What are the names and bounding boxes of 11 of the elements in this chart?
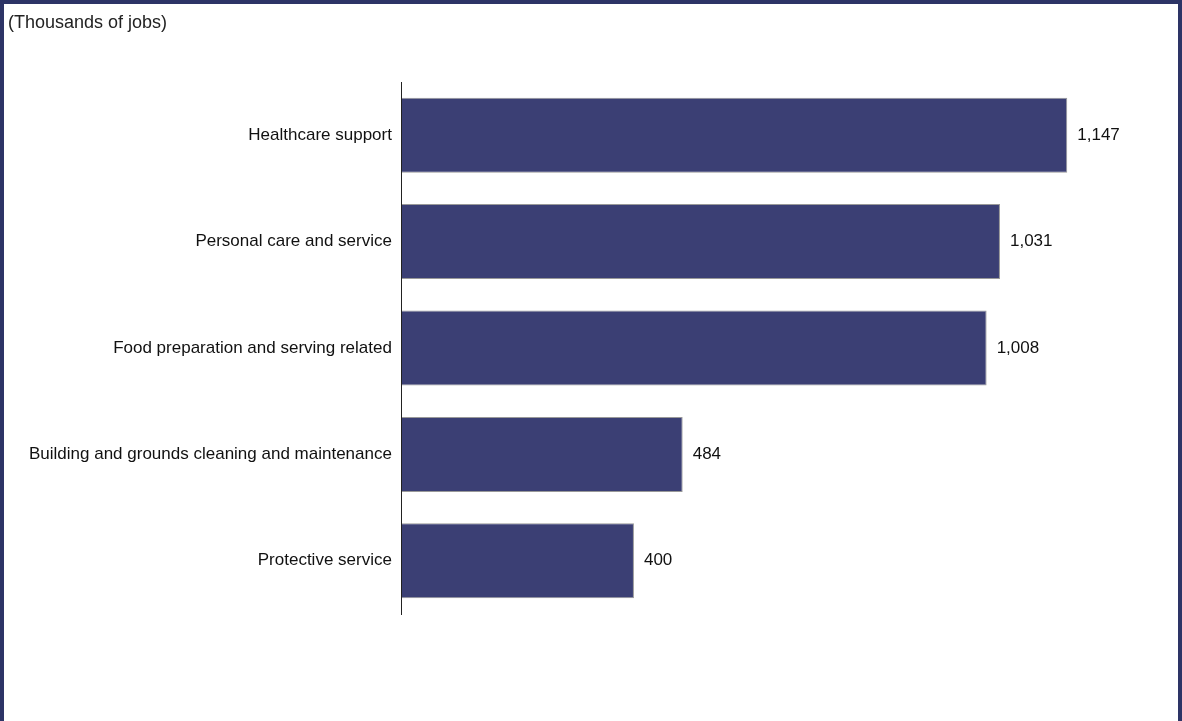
y-tick-label: Food preparation and serving related [113,337,392,357]
data-label: 1,147 [1077,124,1120,144]
y-tick-label: Protective service [257,550,392,570]
data-label: 400 [643,550,673,570]
y-tick-label: Healthcare support [248,124,393,144]
data-label: 1,008 [996,337,1040,357]
text: (Thousands of jobs) [8,12,168,33]
data-label: 484 [692,444,722,464]
y-tick-label: Personal care and service [195,231,392,251]
data-label: 1,031 [1009,231,1053,251]
y-tick-label: Building and grounds cleaning and maintenance [29,444,392,464]
